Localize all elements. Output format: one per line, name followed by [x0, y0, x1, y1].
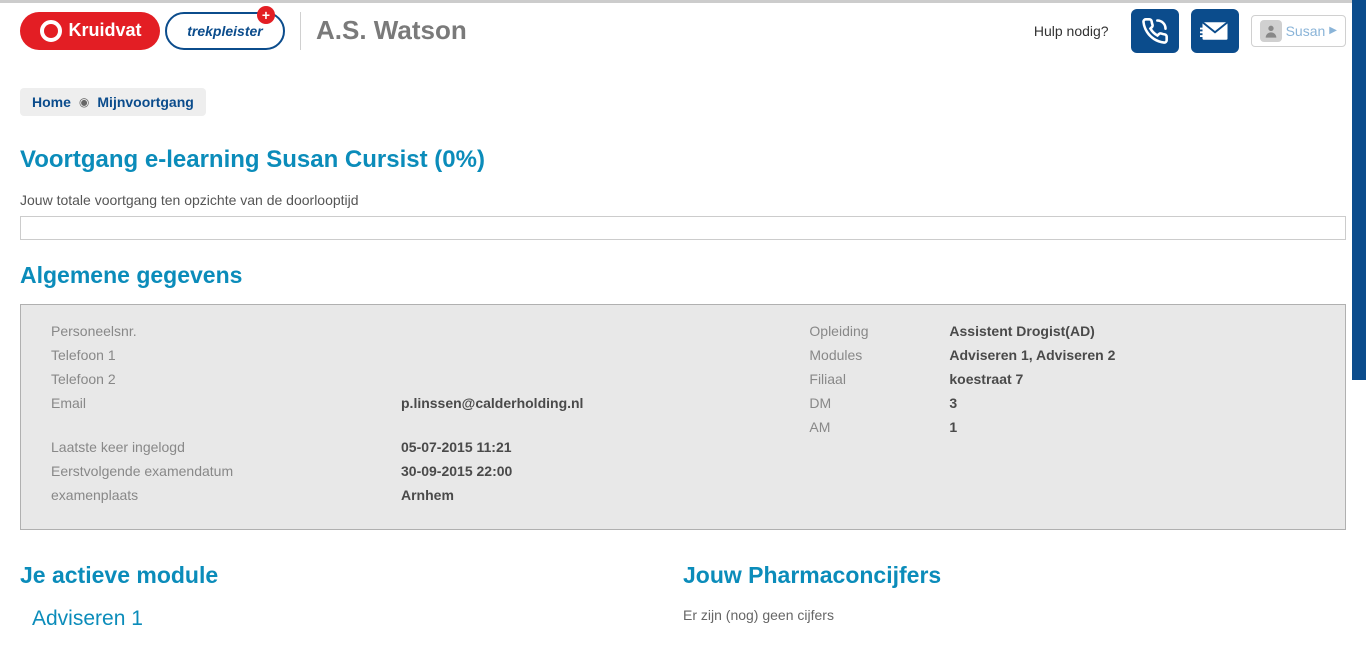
pharmacon-title: Jouw Pharmaconcijfers	[683, 562, 1346, 589]
page-title: Voortgang e-learning Susan Cursist (0%)	[20, 146, 1346, 174]
examendatum-value: 30-09-2015 22:00	[401, 463, 512, 479]
info-row-personeelsnr: Personeelsnr.	[51, 323, 809, 339]
dm-value: 3	[949, 395, 957, 411]
filiaal-label: Filiaal	[809, 371, 949, 387]
filiaal-value: koestraat 7	[949, 371, 1023, 387]
am-label: AM	[809, 419, 949, 435]
plus-icon: +	[257, 6, 275, 24]
examendatum-label: Eerstvolgende examendatum	[51, 463, 401, 479]
info-row-opleiding: Opleiding Assistent Drogist(AD)	[809, 323, 1315, 339]
info-row-am: AM 1	[809, 419, 1315, 435]
caret-right-icon: ▶	[1329, 25, 1337, 36]
am-value: 1	[949, 419, 957, 435]
logos-container: Kruidvat + trekpleister	[20, 12, 301, 50]
logo-trekpleister[interactable]: + trekpleister	[165, 12, 285, 50]
user-avatar-icon	[1260, 20, 1282, 42]
telefoon1-label: Telefoon 1	[51, 347, 401, 363]
info-row-examenplaats: examenplaats Arnhem	[51, 487, 809, 503]
laatste-label: Laatste keer ingelogd	[51, 439, 401, 455]
info-left-column: Personeelsnr. Telefoon 1 Telefoon 2 Emai…	[51, 323, 809, 511]
active-module-name[interactable]: Adviseren 1	[32, 607, 683, 631]
email-label: Email	[51, 395, 401, 411]
breadcrumb-current[interactable]: Mijnvoortgang	[97, 94, 193, 110]
info-row-laatste: Laatste keer ingelogd 05-07-2015 11:21	[51, 439, 809, 455]
info-row-email: Email p.linssen@calderholding.nl	[51, 395, 809, 411]
dm-label: DM	[809, 395, 949, 411]
phone-icon	[1141, 17, 1169, 45]
logo-kruidvat-text: Kruidvat	[68, 20, 141, 41]
no-results-text: Er zijn (nog) geen cijfers	[683, 607, 1346, 623]
user-menu[interactable]: Susan ▶	[1251, 15, 1346, 47]
kruidvat-circle-icon	[38, 18, 64, 44]
info-row-modules: Modules Adviseren 1, Adviseren 2	[809, 347, 1315, 363]
breadcrumb: Home ◉ Mijnvoortgang	[20, 88, 206, 116]
breadcrumb-home[interactable]: Home	[32, 94, 71, 110]
company-name: A.S. Watson	[316, 15, 467, 46]
column-right: Jouw Pharmaconcijfers Er zijn (nog) geen…	[683, 540, 1346, 631]
laatste-value: 05-07-2015 11:21	[401, 439, 512, 455]
examenplaats-label: examenplaats	[51, 487, 401, 503]
help-text: Hulp nodig?	[1034, 23, 1109, 39]
logo-trekpleister-text: trekpleister	[187, 23, 262, 39]
active-module-title: Je actieve module	[20, 562, 683, 589]
two-column-section: Je actieve module Adviseren 1 Jouw Pharm…	[20, 540, 1346, 631]
opleiding-value: Assistent Drogist(AD)	[949, 323, 1094, 339]
phone-button[interactable]	[1131, 9, 1179, 53]
info-row-filiaal: Filiaal koestraat 7	[809, 371, 1315, 387]
content: Home ◉ Mijnvoortgang Voortgang e-learnin…	[0, 58, 1366, 631]
logo-kruidvat[interactable]: Kruidvat	[20, 12, 160, 50]
modules-label: Modules	[809, 347, 949, 363]
header: Kruidvat + trekpleister A.S. Watson Hulp…	[0, 3, 1366, 58]
info-right-column: Opleiding Assistent Drogist(AD) Modules …	[809, 323, 1315, 511]
opleiding-label: Opleiding	[809, 323, 949, 339]
general-info-title: Algemene gegevens	[20, 262, 1346, 289]
examenplaats-value: Arnhem	[401, 487, 454, 503]
info-row-dm: DM 3	[809, 395, 1315, 411]
right-accent-bar	[1352, 0, 1366, 380]
info-row-telefoon2: Telefoon 2	[51, 371, 809, 387]
info-row-examendatum: Eerstvolgende examendatum 30-09-2015 22:…	[51, 463, 809, 479]
header-right: Hulp nodig? Susan ▶	[1034, 9, 1346, 53]
personeelsnr-label: Personeelsnr.	[51, 323, 401, 339]
mail-icon	[1200, 18, 1230, 44]
subtitle: Jouw totale voortgang ten opzichte van d…	[20, 192, 1346, 208]
info-row-telefoon1: Telefoon 1	[51, 347, 809, 363]
user-name: Susan	[1286, 23, 1326, 39]
modules-value: Adviseren 1, Adviseren 2	[949, 347, 1115, 363]
telefoon2-label: Telefoon 2	[51, 371, 401, 387]
progress-bar	[20, 216, 1346, 240]
info-panel: Personeelsnr. Telefoon 1 Telefoon 2 Emai…	[20, 304, 1346, 530]
breadcrumb-separator-icon: ◉	[79, 95, 89, 109]
column-left: Je actieve module Adviseren 1	[20, 540, 683, 631]
email-value: p.linssen@calderholding.nl	[401, 395, 583, 411]
mail-button[interactable]	[1191, 9, 1239, 53]
